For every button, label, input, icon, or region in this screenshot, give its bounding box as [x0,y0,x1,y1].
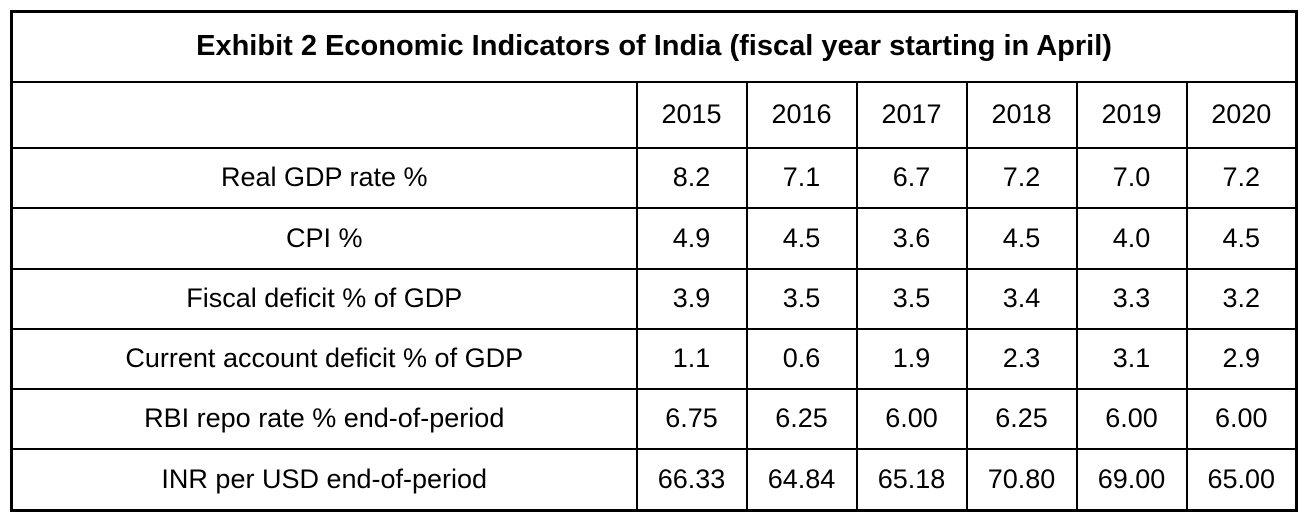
cell-current-account-2020: 2.9 [1185,327,1298,391]
row-label-rbi-repo-rate: RBI repo rate % end-of-period [10,387,638,451]
header-empty-cell [10,81,638,149]
table-title: Exhibit 2 Economic Indicators of India (… [10,10,1298,83]
cell-inr-usd-2016: 64.84 [745,448,858,512]
cell-repo-rate-2019: 6.00 [1075,387,1188,451]
cell-real-gdp-2019: 7.0 [1075,146,1188,210]
row-label-current-account-deficit: Current account deficit % of GDP [10,327,638,391]
cell-cpi-2018: 4.5 [965,207,1078,270]
cell-repo-rate-2017: 6.00 [855,387,968,451]
table-header-row: 2015 2016 2017 2018 2019 2020 [10,81,1298,149]
table-row-inr-per-usd: INR per USD end-of-period 66.33 64.84 65… [10,448,1298,512]
cell-fiscal-deficit-2020: 3.2 [1185,267,1298,330]
table-row-real-gdp: Real GDP rate % 8.2 7.1 6.7 7.2 7.0 7.2 [10,146,1298,210]
cell-inr-usd-2015: 66.33 [635,448,748,512]
cell-fiscal-deficit-2016: 3.5 [745,267,858,330]
cell-fiscal-deficit-2018: 3.4 [965,267,1078,330]
cell-repo-rate-2018: 6.25 [965,387,1078,451]
cell-inr-usd-2017: 65.18 [855,448,968,512]
cell-repo-rate-2015: 6.75 [635,387,748,451]
cell-inr-usd-2018: 70.80 [965,448,1078,512]
cell-real-gdp-2015: 8.2 [635,146,748,210]
cell-cpi-2019: 4.0 [1075,207,1188,270]
cell-real-gdp-2020: 7.2 [1185,146,1298,210]
year-header-2015: 2015 [635,81,748,149]
cell-current-account-2017: 1.9 [855,327,968,391]
year-header-2020: 2020 [1185,81,1298,149]
cell-cpi-2020: 4.5 [1185,207,1298,270]
economic-indicators-table: Exhibit 2 Economic Indicators of India (… [10,10,1299,512]
year-header-2016: 2016 [745,81,858,149]
cell-current-account-2015: 1.1 [635,327,748,391]
row-label-inr-per-usd: INR per USD end-of-period [10,448,638,512]
table-row-fiscal-deficit: Fiscal deficit % of GDP 3.9 3.5 3.5 3.4 … [10,267,1298,330]
cell-real-gdp-2018: 7.2 [965,146,1078,210]
cell-real-gdp-2016: 7.1 [745,146,858,210]
table-title-row: Exhibit 2 Economic Indicators of India (… [10,10,1298,83]
table-row-rbi-repo-rate: RBI repo rate % end-of-period 6.75 6.25 … [10,387,1298,451]
cell-fiscal-deficit-2019: 3.3 [1075,267,1188,330]
year-header-2018: 2018 [965,81,1078,149]
cell-fiscal-deficit-2015: 3.9 [635,267,748,330]
cell-cpi-2016: 4.5 [745,207,858,270]
year-header-2019: 2019 [1075,81,1188,149]
cell-inr-usd-2020: 65.00 [1185,448,1298,512]
cell-cpi-2015: 4.9 [635,207,748,270]
row-label-cpi: CPI % [10,207,638,270]
year-header-2017: 2017 [855,81,968,149]
cell-repo-rate-2016: 6.25 [745,387,858,451]
cell-current-account-2018: 2.3 [965,327,1078,391]
cell-fiscal-deficit-2017: 3.5 [855,267,968,330]
cell-real-gdp-2017: 6.7 [855,146,968,210]
cell-cpi-2017: 3.6 [855,207,968,270]
row-label-fiscal-deficit: Fiscal deficit % of GDP [10,267,638,330]
table-row-cpi: CPI % 4.9 4.5 3.6 4.5 4.0 4.5 [10,207,1298,270]
cell-current-account-2016: 0.6 [745,327,858,391]
cell-repo-rate-2020: 6.00 [1185,387,1298,451]
cell-inr-usd-2019: 69.00 [1075,448,1188,512]
cell-current-account-2019: 3.1 [1075,327,1188,391]
row-label-real-gdp: Real GDP rate % [10,146,638,210]
table-row-current-account-deficit: Current account deficit % of GDP 1.1 0.6… [10,327,1298,391]
